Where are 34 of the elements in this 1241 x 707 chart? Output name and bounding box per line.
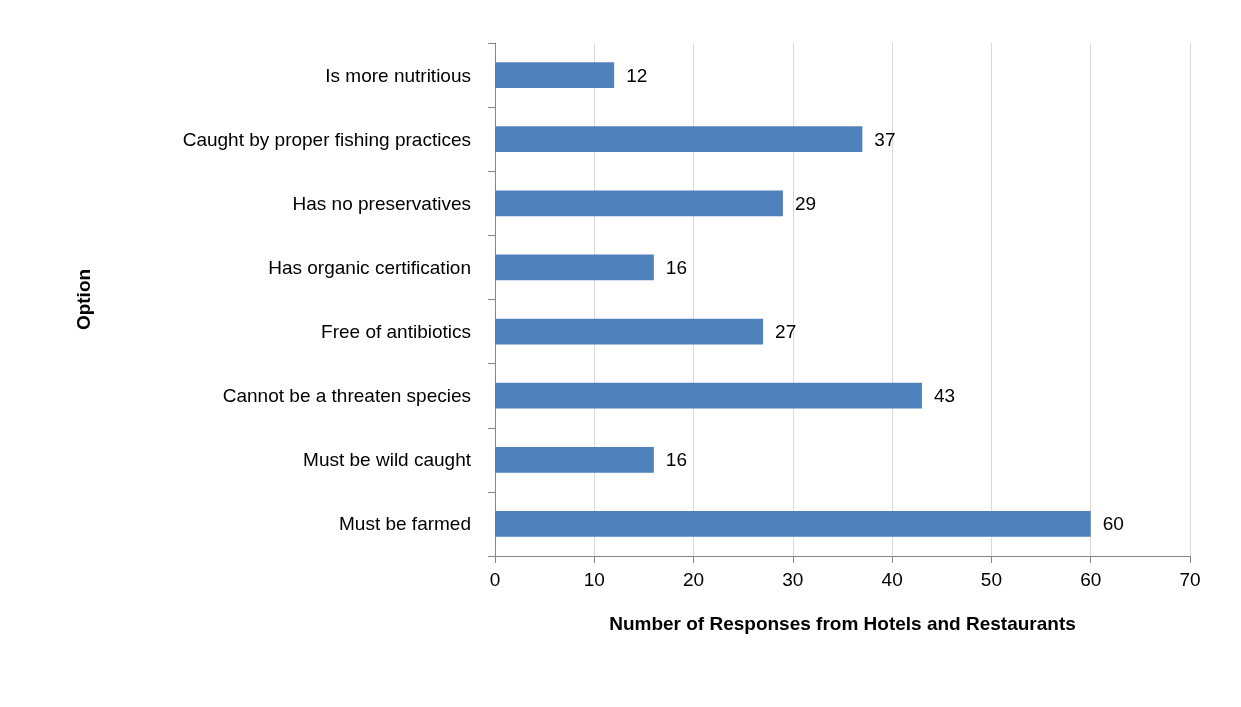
x-tick-label: 20 <box>683 569 705 590</box>
bar <box>495 62 615 88</box>
bar <box>495 511 1091 537</box>
data-label: 12 <box>626 64 648 86</box>
y-tick-label: Has no preservatives <box>292 192 471 214</box>
x-tick-label: 10 <box>583 569 605 590</box>
x-tick-label: 30 <box>782 569 804 590</box>
y-tick-label: Has organic certification <box>268 256 471 278</box>
data-label: 16 <box>665 256 687 278</box>
x-tick-label: 0 <box>489 569 501 590</box>
bar <box>495 254 654 281</box>
x-tick-label: 40 <box>881 569 903 590</box>
y-tick-label: Free of antibiotics <box>321 321 471 343</box>
y-tick-label: Is more nutritious <box>325 64 471 86</box>
data-label: 27 <box>775 321 797 343</box>
data-label: 29 <box>794 192 817 214</box>
data-label: 16 <box>665 449 687 471</box>
bar <box>495 190 783 217</box>
y-tick-label: Must be farmed <box>339 513 471 535</box>
y-axis-title: Option <box>73 268 94 331</box>
y-tick-label: Must be wild caught <box>303 449 472 471</box>
y-tick-label: Cannot be a threaten species <box>222 385 471 407</box>
bar <box>495 126 863 153</box>
data-label: 60 <box>1102 513 1124 535</box>
y-tick-label: Caught by proper fishing practices <box>182 128 471 150</box>
bar <box>495 318 764 345</box>
bar <box>495 446 654 473</box>
data-label: 43 <box>933 385 956 407</box>
bar <box>495 382 922 409</box>
x-tick-label: 60 <box>1080 569 1102 590</box>
x-axis-title: Number of Responses from Hotels and Restaurants <box>609 613 1076 634</box>
x-tick-label: 50 <box>980 569 1002 590</box>
x-tick-label: 70 <box>1179 569 1201 590</box>
data-label: 37 <box>874 128 896 150</box>
